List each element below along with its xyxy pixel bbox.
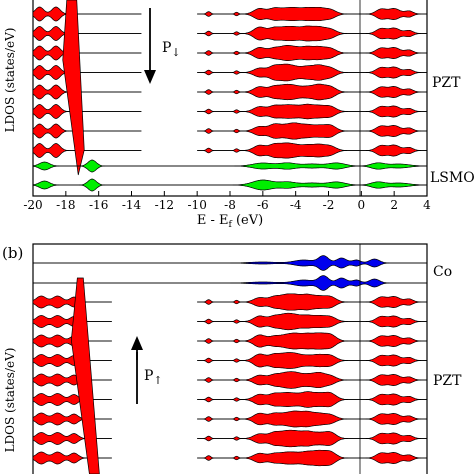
panel-b-arrow-p: P — [144, 368, 153, 384]
pzt-layer-b-6-valence — [197, 391, 427, 408]
pzt-layer-a-5-valence — [197, 83, 427, 101]
pzt-layer-b-7-valence — [197, 410, 427, 428]
pzt-layer-b-4-valence — [197, 352, 427, 369]
panel-b-polarization-arrow — [131, 336, 143, 404]
xtick-label: 0 — [358, 198, 366, 212]
panel-b-group-label-co: Co — [433, 264, 452, 280]
panel-a-group-label-lsmo: LSMO — [430, 170, 474, 186]
pzt-layer-b-5-valence — [197, 371, 427, 389]
pzt-layer-a-2-valence — [197, 25, 427, 42]
pzt-layer-b-9-deep — [32, 451, 112, 465]
pzt-layer-a-1-valence — [197, 6, 427, 22]
panel-a-xlabel-main: E - E — [197, 213, 229, 228]
co-layer-2 — [33, 275, 427, 291]
xtick-label: -6 — [257, 198, 269, 212]
pzt-layer-a-4-deep — [32, 65, 142, 80]
xtick-label: -16 — [89, 198, 108, 212]
xtick-label: -14 — [122, 198, 142, 212]
xtick-label: -10 — [188, 198, 207, 212]
panel-a-curves — [32, 0, 427, 192]
panel-a-ylabel: LDOS (states/eV) — [3, 28, 17, 133]
pzt-layer-a-3-deep — [32, 45, 142, 61]
pzt-layer-a-5-deep — [32, 84, 142, 100]
xtick-label: -18 — [56, 198, 75, 212]
lsmo-layer-2 — [32, 178, 427, 192]
pzt-layer-a-7-valence — [197, 122, 427, 140]
panel-b-group-label-pzt: PZT — [433, 373, 462, 389]
pzt-layer-b-1-deep — [32, 295, 112, 309]
panel-a-xlabel-sub: f — [228, 220, 232, 230]
pzt-layer-a-4-valence — [197, 63, 427, 82]
panel-a-xlabel-unit: (eV) — [232, 213, 263, 228]
panel-b-ylabel: LDOS (states/eV) — [3, 348, 17, 453]
pzt-layer-a-2-deep — [32, 26, 142, 41]
o-2s-spike-a — [62, 0, 85, 176]
xtick-label: -8 — [224, 198, 236, 212]
panel-a-xlabel: E - Ef (eV) — [197, 213, 263, 230]
pzt-layer-a-8-valence — [197, 142, 427, 159]
pzt-layer-b-2-deep — [32, 315, 112, 328]
xtick-label: 2 — [390, 198, 398, 212]
panel-a-arrow-p: P — [162, 40, 171, 56]
pzt-layer-b-8-deep — [32, 432, 112, 445]
panel-a-group-label-pzt: PZT — [432, 75, 461, 91]
pzt-layer-b-5-deep — [32, 373, 112, 387]
xtick-label: -4 — [290, 198, 302, 212]
pzt-layer-b-6-deep — [32, 393, 112, 406]
panel-a-polarization-arrow — [144, 8, 156, 84]
pzt-layer-b-2-valence — [197, 312, 427, 331]
panel-b-arrow-label: P↑ — [144, 368, 163, 387]
panel-a-arrow-sub: ↓ — [171, 46, 180, 59]
pzt-layer-b-3-valence — [197, 332, 427, 350]
co-layer-1 — [33, 255, 427, 271]
pzt-layer-a-7-deep — [32, 123, 142, 139]
pzt-layer-b-7-deep — [32, 412, 112, 426]
panel-b-label: (b) — [2, 244, 23, 262]
o-2s-spike-b — [70, 277, 100, 474]
pzt-layer-b-4-deep — [32, 354, 112, 367]
xtick-label: 4 — [423, 198, 431, 212]
pzt-layer-a-6-valence — [197, 103, 427, 120]
pzt-layer-a-6-deep — [32, 104, 142, 119]
pzt-layer-a-3-valence — [197, 45, 427, 61]
pzt-layer-b-9-valence — [197, 449, 427, 467]
pzt-layer-a-8-deep — [32, 143, 142, 158]
panel-b-arrow-sub: ↑ — [153, 374, 162, 387]
pzt-layer-b-1-valence — [197, 293, 427, 311]
pzt-layer-a-1-deep — [32, 6, 142, 22]
pzt-layer-b-8-valence — [197, 429, 427, 448]
xtick-label: -12 — [155, 198, 174, 212]
xtick-label: -2 — [323, 198, 335, 212]
lsmo-layer-1 — [32, 159, 427, 173]
panel-b-curves — [32, 255, 427, 474]
panel-a-xticks: -20 -18 -16 -14 -12 -10 -8 -6 -4 -2 0 2 4 — [23, 191, 431, 212]
panel-a-arrow-label: P↓ — [162, 40, 181, 59]
xtick-label: -20 — [23, 198, 42, 212]
panel-b-frame — [32, 243, 428, 474]
